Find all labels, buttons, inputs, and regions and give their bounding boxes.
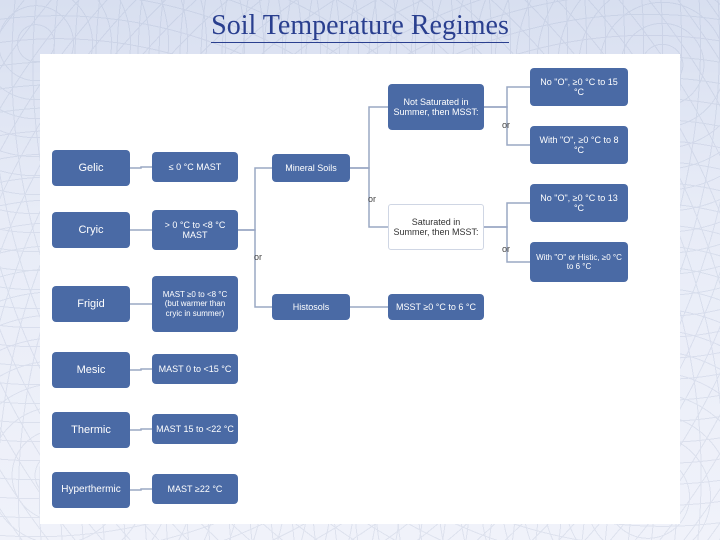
node-gelic: Gelic — [52, 150, 130, 186]
node-mineral: Mineral Soils — [272, 154, 350, 182]
edge-label-mineral-sat: or — [368, 194, 376, 204]
page-title: Soil Temperature Regimes — [0, 10, 720, 42]
node-sat: Saturated in Summer, then MSST: — [388, 204, 484, 250]
edge-mineral-notsat — [350, 107, 388, 168]
edge-sat-leaf3 — [484, 203, 530, 227]
node-mesic_mast: MAST 0 to <15 °C — [152, 354, 238, 384]
node-thermic_mast: MAST 15 to <22 °C — [152, 414, 238, 444]
node-gelic_mast: ≤ 0 °C MAST — [152, 152, 238, 182]
edge-label-cryic_mast-histosols: or — [254, 252, 262, 262]
edge-label-sat-leaf4: or — [502, 244, 510, 254]
edge-cryic_mast-mineral — [238, 168, 272, 230]
node-frigid_mast: MAST ≥0 to <8 °C (but warmer than cryic … — [152, 276, 238, 332]
node-mesic: Mesic — [52, 352, 130, 388]
node-leaf1: No "O", ≥0 °C to 15 °C — [530, 68, 628, 106]
node-frigid: Frigid — [52, 286, 130, 322]
edge-notsat-leaf1 — [484, 87, 530, 107]
node-notsat: Not Saturated in Summer, then MSST: — [388, 84, 484, 130]
node-leaf4: With "O" or Histic, ≥0 °C to 6 °C — [530, 242, 628, 282]
node-thermic: Thermic — [52, 412, 130, 448]
flowchart-canvas: Gelic Cryic Frigid Mesic Thermic Hyperthermic… — [40, 54, 680, 524]
node-hyper_mast: MAST ≥22 °C — [152, 474, 238, 504]
edge-cryic_mast-histosols — [238, 230, 272, 307]
node-cryic_mast: > 0 °C to <8 °C MAST — [152, 210, 238, 250]
connector-layer — [40, 54, 680, 524]
node-histosols: Histosols — [272, 294, 350, 320]
node-hyperthermic: Hyperthermic — [52, 472, 130, 508]
node-leaf3: No "O", ≥0 °C to 13 °C — [530, 184, 628, 222]
node-cryic: Cryic — [52, 212, 130, 248]
title-text: Soil Temperature Regimes — [211, 10, 509, 43]
node-leaf2: With "O", ≥0 °C to 8 °C — [530, 126, 628, 164]
edge-gelic-gelic_mast — [130, 167, 152, 168]
edge-label-notsat-leaf2: or — [502, 120, 510, 130]
edge-mesic-mesic_mast — [130, 369, 152, 370]
edge-hyperthermic-hyper_mast — [130, 489, 152, 490]
edge-thermic-thermic_mast — [130, 429, 152, 430]
node-msst_hist: MSST ≥0 °C to 6 °C — [388, 294, 484, 320]
